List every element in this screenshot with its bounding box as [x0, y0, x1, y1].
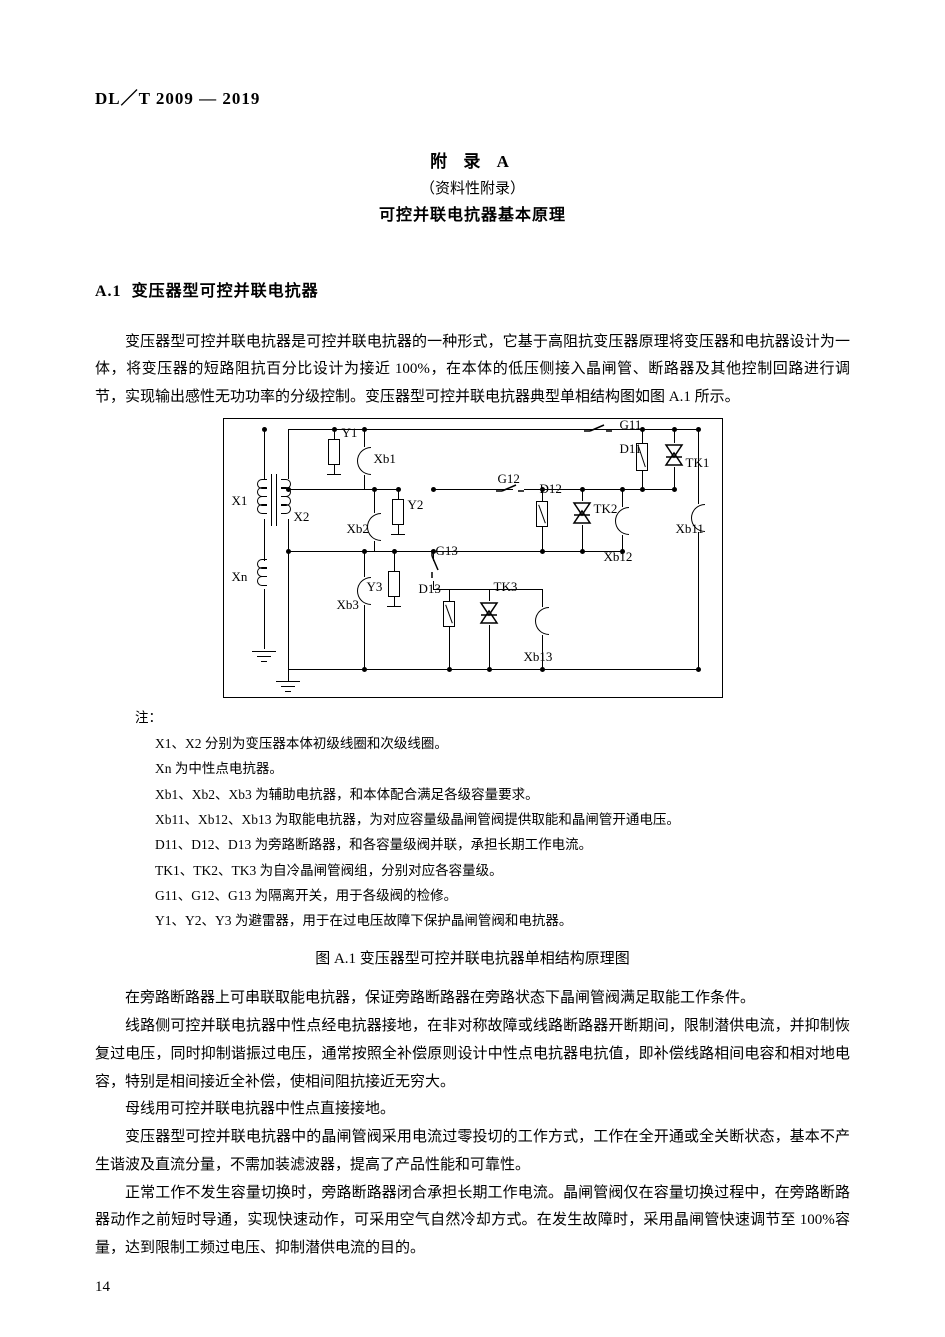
arrester-y1	[328, 439, 340, 465]
label-g12: G12	[498, 469, 520, 490]
note-item: D11、D12、D13 为旁路断路器，和各容量级阀并联，承担长期工作电流。	[155, 833, 850, 857]
note-item: X1、X2 分别为变压器本体初级线圈和次级线圈。	[155, 732, 850, 756]
section-title: 变压器型可控并联电抗器	[132, 283, 319, 300]
label-d13: D13	[419, 579, 441, 600]
paragraph-2: 在旁路断路器上可串联取能电抗器，保证旁路断路器在旁路状态下晶闸管阀满足取能工作条…	[95, 985, 850, 1013]
label-xb1: Xb1	[374, 449, 396, 470]
label-d11: D11	[620, 439, 642, 460]
label-xb2: Xb2	[347, 519, 369, 540]
appendix-subtitle: （资料性附录）	[95, 177, 850, 201]
appendix-name: 可控并联电抗器基本原理	[95, 203, 850, 229]
paragraph-5: 变压器型可控并联电抗器中的晶闸管阀采用电流过零投切的工作方式，工作在全开通或全关…	[95, 1124, 850, 1180]
isolator-g11	[584, 422, 612, 436]
paragraph-6: 正常工作不发生容量切换时，旁路断路器闭合承担长期工作电流。晶闸管阀仅在容量切换过…	[95, 1180, 850, 1263]
thyristor-tk1	[664, 443, 684, 467]
label-xb13: Xb13	[524, 647, 553, 668]
label-y1: Y1	[342, 423, 358, 444]
label-y2: Y2	[408, 495, 424, 516]
circuit-diagram: X1 X2 Xn Y1 Xb1	[223, 418, 723, 698]
reactor-xb13	[535, 607, 549, 635]
breaker-d12	[536, 501, 548, 527]
appendix-letter: 附 录 A	[95, 148, 850, 175]
section-heading: A.1 变压器型可控并联电抗器	[95, 279, 850, 305]
note-item: Xb1、Xb2、Xb3 为辅助电抗器，和本体配合满足各级容量要求。	[155, 783, 850, 807]
thyristor-tk2	[572, 501, 592, 525]
diagram-notes: 注： X1、X2 分别为变压器本体初级线圈和次级线圈。 Xn 为中性点电抗器。 …	[155, 706, 850, 934]
thyristor-tk3	[479, 601, 499, 625]
figure-caption: 图 A.1 变压器型可控并联电抗器单相结构原理图	[95, 947, 850, 971]
note-item: TK1、TK2、TK3 为自冷晶闸管阀组，分别对应各容量级。	[155, 859, 850, 883]
paragraph-4: 母线用可控并联电抗器中性点直接接地。	[95, 1096, 850, 1124]
note-item: Y1、Y2、Y3 为避雷器，用于在过电压故障下保护晶闸管阀和电抗器。	[155, 909, 850, 933]
label-x2: X2	[294, 507, 310, 528]
note-item: Xb11、Xb12、Xb13 为取能电抗器，为对应容量级晶闸管阀提供取能和晶闸管…	[155, 808, 850, 832]
label-xb11: Xb11	[676, 519, 704, 540]
reactor-xb1	[357, 447, 371, 475]
label-tk2: TK2	[594, 499, 618, 520]
label-xn: Xn	[232, 567, 248, 588]
appendix-title-block: 附 录 A （资料性附录） 可控并联电抗器基本原理	[95, 148, 850, 229]
note-item: Xn 为中性点电抗器。	[155, 757, 850, 781]
notes-label: 注：	[135, 706, 850, 730]
paragraph-1: 变压器型可控并联电抗器是可控并联电抗器的一种形式，它基于高阻抗变压器原理将变压器…	[95, 329, 850, 412]
arrester-y2	[392, 499, 404, 525]
label-g11: G11	[620, 415, 642, 436]
arrester-y3	[388, 571, 400, 597]
label-x1: X1	[232, 491, 248, 512]
breaker-d13	[443, 601, 455, 627]
paragraph-3: 线路侧可控并联电抗器中性点经电抗器接地，在非对称故障或线路断路器开断期间，限制潜…	[95, 1013, 850, 1096]
page-number: 14	[95, 1275, 110, 1299]
figure-a1-container: X1 X2 Xn Y1 Xb1	[95, 418, 850, 698]
document-id: DL／T 2009 — 2019	[95, 85, 850, 112]
note-item: G11、G12、G13 为隔离开关，用于各级阀的检修。	[155, 884, 850, 908]
section-number: A.1	[95, 283, 122, 300]
label-xb3: Xb3	[337, 595, 359, 616]
label-tk3: TK3	[494, 577, 518, 598]
